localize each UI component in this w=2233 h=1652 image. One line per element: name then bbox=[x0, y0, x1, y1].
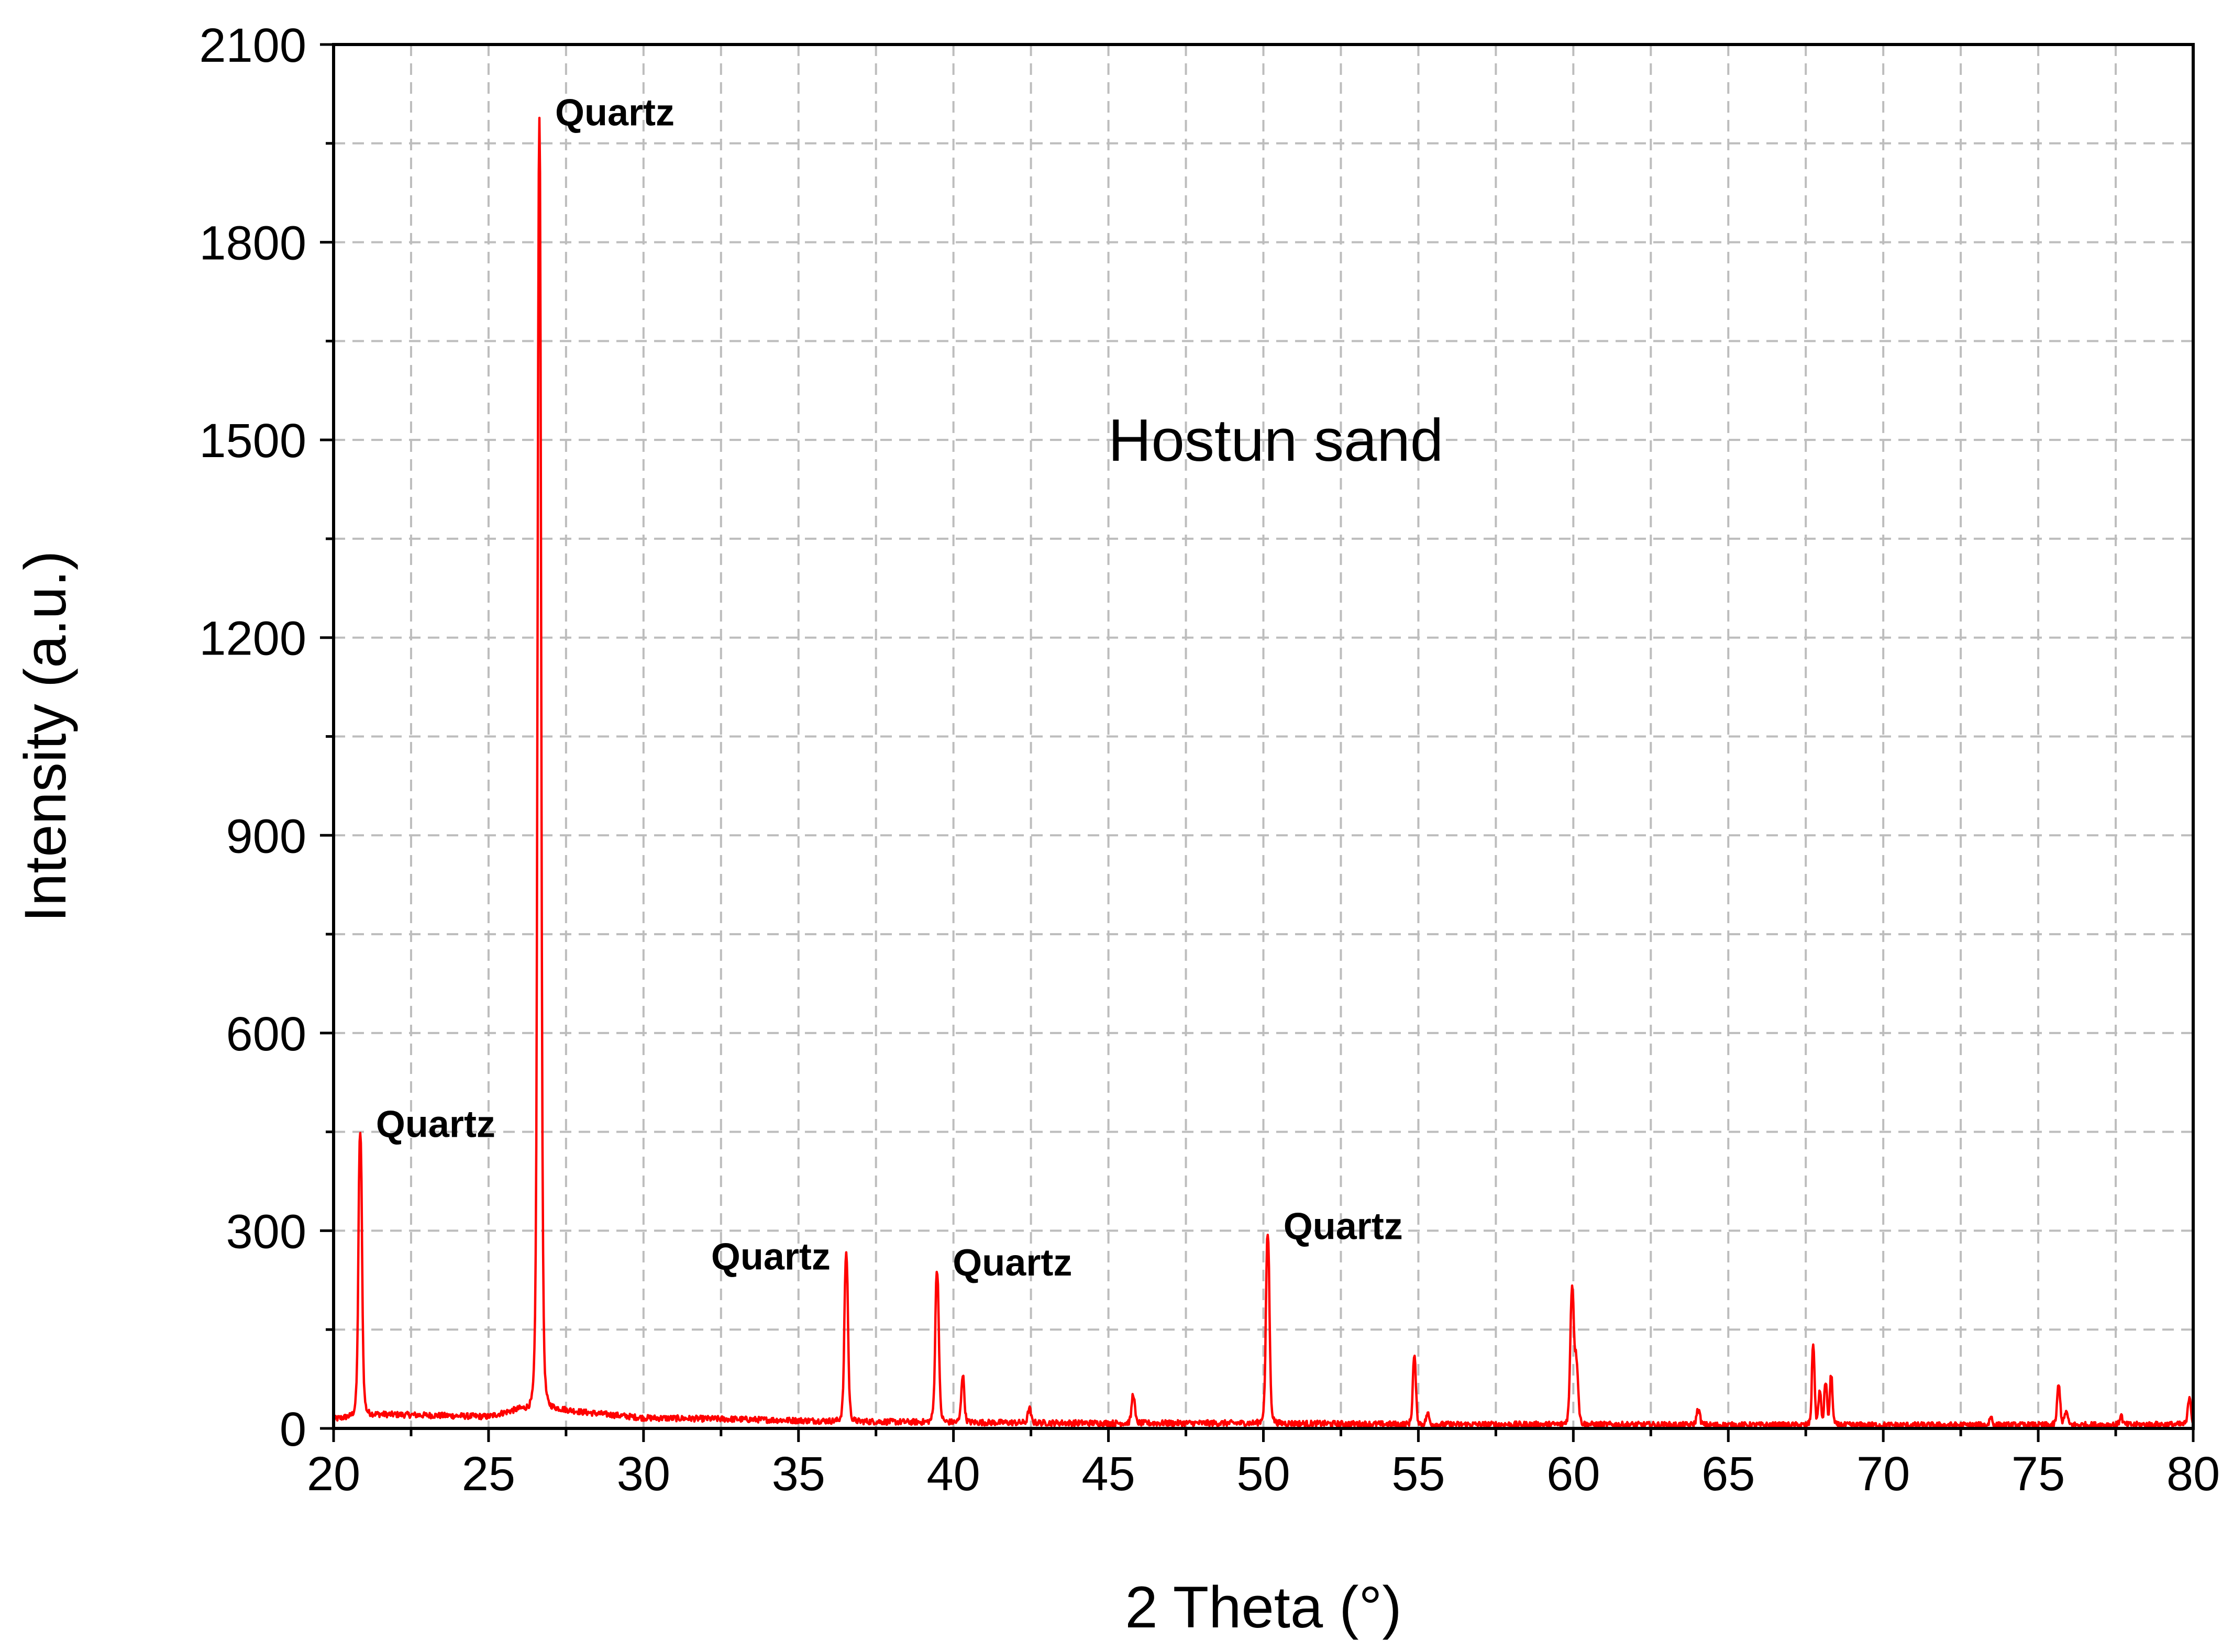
y-tick-label: 300 bbox=[226, 1205, 307, 1258]
x-tick-label: 80 bbox=[2166, 1447, 2220, 1501]
grid-lines bbox=[334, 45, 2193, 1428]
peak-annotation-label: Quartz bbox=[1284, 1206, 1403, 1248]
x-tick-label: 55 bbox=[1391, 1447, 1445, 1501]
plot-title: Hostun sand bbox=[1108, 407, 1443, 474]
y-tick-label: 1200 bbox=[199, 612, 306, 666]
x-tick-label: 50 bbox=[1236, 1447, 1290, 1501]
tick-labels: 20 25 30 35 40 45 50 55 60 65 70 75 80 0 300 600 900 1200… bbox=[199, 19, 2220, 1501]
x-tick-label: 35 bbox=[772, 1447, 825, 1501]
x-tick-label: 65 bbox=[1701, 1447, 1755, 1501]
x-tick-label: 25 bbox=[462, 1447, 515, 1501]
x-tick-label: 45 bbox=[1081, 1447, 1135, 1501]
x-axis-title: 2 Theta (°) bbox=[1125, 1575, 1401, 1640]
x-tick-label: 20 bbox=[307, 1447, 360, 1501]
peak-annotations: Quartz Quartz Quartz Quartz Quartz bbox=[376, 92, 1403, 1284]
y-axis-title: Intensity (a.u.) bbox=[13, 551, 78, 923]
x-tick-label: 60 bbox=[1546, 1447, 1600, 1501]
y-tick-label: 1500 bbox=[199, 414, 306, 468]
x-tick-label: 30 bbox=[617, 1447, 670, 1501]
peak-annotation-label: Quartz bbox=[953, 1242, 1072, 1284]
y-tick-label: 900 bbox=[226, 810, 307, 863]
x-tick-label: 75 bbox=[2011, 1447, 2065, 1501]
y-tick-label: 1800 bbox=[199, 217, 306, 270]
y-tick-label: 600 bbox=[226, 1007, 307, 1061]
x-tick-label: 70 bbox=[1856, 1447, 1910, 1501]
y-tick-label: 2100 bbox=[199, 19, 306, 72]
peak-annotation-label: Quartz bbox=[711, 1236, 831, 1278]
peak-annotation-label: Quartz bbox=[376, 1104, 495, 1146]
peak-annotation-label: Quartz bbox=[555, 92, 675, 134]
y-tick-label: 0 bbox=[280, 1403, 306, 1456]
axis-ticks bbox=[320, 43, 2195, 1442]
x-tick-label: 40 bbox=[926, 1447, 980, 1501]
